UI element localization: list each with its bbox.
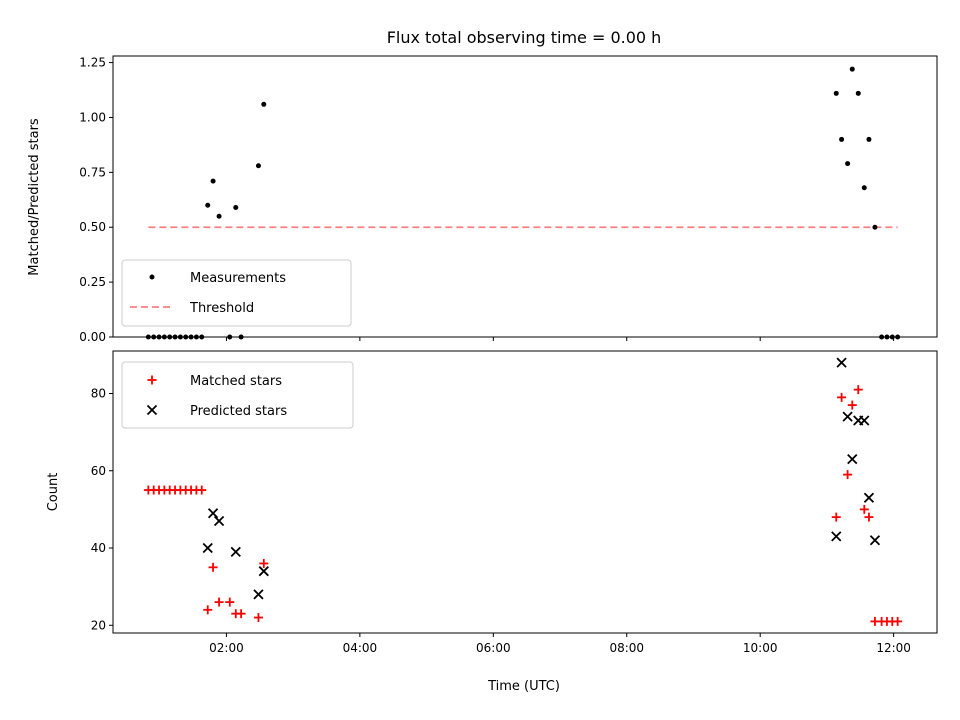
measurement-point: [861, 185, 867, 191]
matched-star-point: [853, 385, 863, 395]
matched-star-point: [847, 400, 857, 410]
predicted-star-point: [831, 531, 842, 542]
chart-title: Flux total observing time = 0.00 h: [387, 28, 662, 47]
legend-matched-label: Matched stars: [190, 374, 282, 389]
bottom-legend: Matched stars Predicted stars: [121, 361, 354, 429]
predicted-star-point: [836, 357, 847, 368]
measurement-point: [205, 202, 211, 208]
measurement-point: [849, 66, 855, 72]
legend-measurements-label: Measurements: [190, 271, 286, 286]
bot-xtick-label: 08:00: [609, 641, 644, 655]
matched-star-point: [837, 392, 847, 402]
top-ytick-label: 1.00: [79, 110, 106, 124]
predicted-star-point: [859, 415, 870, 426]
top-ytick-label: 0.50: [79, 220, 106, 234]
legend-measurements-marker: [149, 274, 155, 280]
measurement-point: [845, 161, 851, 167]
matched-star-point: [253, 613, 263, 623]
measurement-point: [255, 163, 261, 169]
top-y-axis-label: Matched/Predicted stars: [27, 118, 42, 276]
measurement-point: [216, 213, 222, 219]
bot-xtick-label: 12:00: [876, 641, 911, 655]
measurement-point: [833, 90, 839, 96]
matched-star-point: [214, 597, 224, 607]
measurement-point: [261, 101, 267, 107]
matched-star-point: [259, 558, 269, 568]
bot-ytick-label: 60: [91, 464, 106, 478]
predicted-star-point: [847, 454, 858, 465]
top-ytick-label: 0.75: [79, 165, 106, 179]
top-ytick-label: 0.25: [79, 275, 106, 289]
bot-ytick-label: 40: [91, 541, 106, 555]
bot-ytick-label: 20: [91, 618, 106, 632]
bottom-legend-frame: [121, 361, 354, 429]
top-ytick-label: 1.25: [79, 56, 106, 70]
matched-star-point: [208, 562, 218, 572]
measurement-point: [866, 136, 872, 142]
bot-xtick-label: 10:00: [743, 641, 778, 655]
legend-predicted-label: Predicted stars: [190, 404, 287, 419]
measurement-point: [233, 204, 239, 210]
x-axis-label: Time (UTC): [487, 679, 560, 694]
predicted-star-point: [253, 589, 264, 600]
top-panel: 0.00 0.25 0.50 0.75 1.00 1.25 Matched/Predict…: [27, 55, 938, 344]
top-axes-frame: [112, 55, 938, 338]
legend-predicted-marker: [146, 404, 158, 416]
predicted-star-point: [842, 411, 853, 422]
legend-threshold-label: Threshold: [189, 301, 254, 316]
measurement-point: [210, 178, 216, 184]
legend-matched-marker: [147, 375, 157, 385]
predicted-star-point: [863, 492, 875, 503]
top-legend: Measurements Threshold: [121, 259, 352, 327]
bot-xtick-label: 02:00: [209, 641, 244, 655]
predicted-star-point: [258, 566, 269, 577]
matched-star-point: [225, 597, 235, 607]
predicted-star-point: [213, 515, 225, 527]
bottom-axes-frame: [112, 350, 938, 634]
matched-star-point: [197, 485, 207, 495]
predicted-star-point: [207, 508, 219, 519]
predicted-star-point: [869, 535, 881, 546]
top-legend-frame: [121, 259, 352, 327]
bot-xtick-label: 04:00: [343, 641, 378, 655]
bottom-x-ticks: 02:00 04:00 06:00 08:00 10:00 12:00: [209, 633, 911, 655]
measurement-point: [839, 136, 845, 142]
bottom-data-marks: [143, 357, 903, 626]
predicted-star-point: [230, 546, 241, 558]
matched-star-point: [864, 512, 874, 522]
measurement-point: [855, 90, 861, 96]
top-ytick-label: 0.00: [79, 330, 106, 344]
matched-star-point: [831, 512, 841, 522]
matched-star-point: [203, 605, 213, 615]
bot-xtick-label: 06:00: [476, 641, 511, 655]
matched-star-point: [236, 609, 246, 619]
bottom-y-ticks: 20 40 60 80: [91, 386, 113, 632]
matched-star-point: [893, 616, 903, 626]
matched-star-point: [843, 470, 853, 480]
bottom-y-axis-label: Count: [46, 473, 61, 512]
measurement-point: [872, 224, 878, 230]
top-x-ticks: [225, 337, 895, 341]
top-y-ticks: 0.00 0.25 0.50 0.75 1.00 1.25: [79, 56, 113, 344]
matched-star-point: [859, 504, 869, 514]
predicted-star-point: [202, 542, 213, 554]
bot-ytick-label: 80: [91, 386, 106, 400]
